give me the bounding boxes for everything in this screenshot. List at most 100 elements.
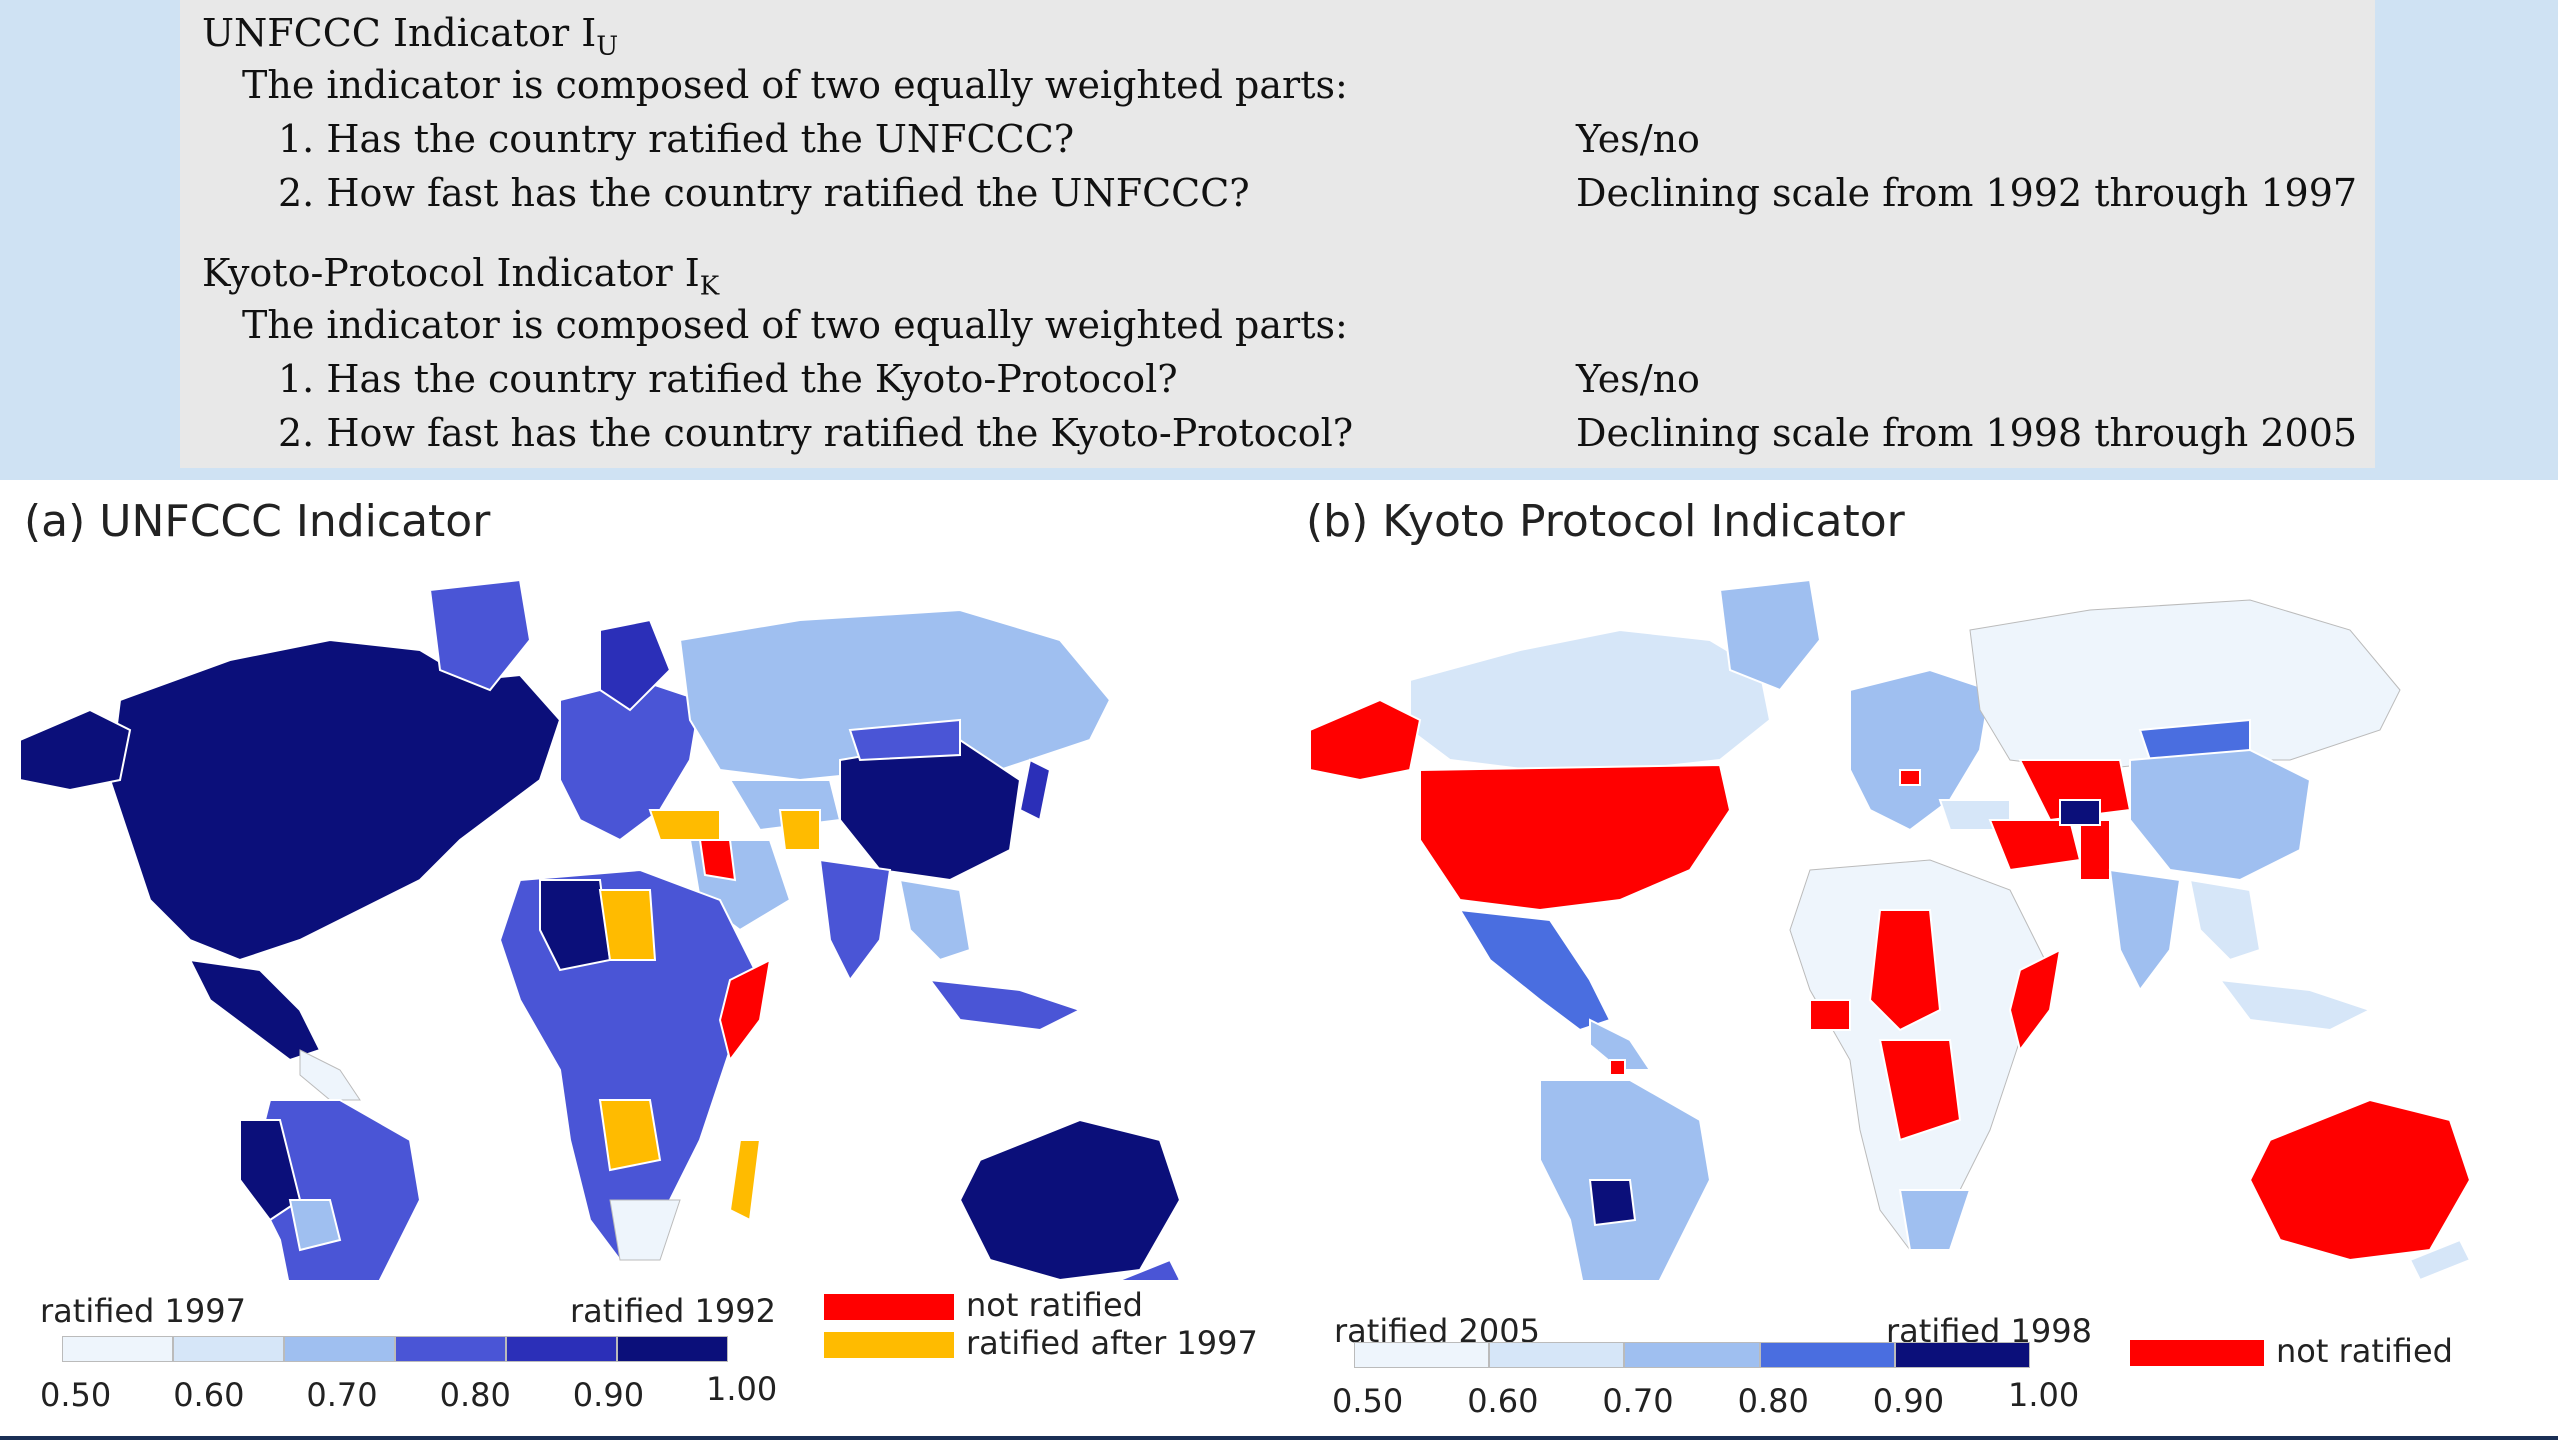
map-afghanistan xyxy=(2079,819,2111,881)
scale-tick-a-4: 0.90 xyxy=(572,1376,645,1414)
panel-a-legend-left: ratified 1997 xyxy=(40,1292,246,1330)
map-canada xyxy=(1409,628,1772,771)
map-australia xyxy=(958,1118,1182,1280)
scale-segment-a-1 xyxy=(173,1336,284,1362)
map-angola xyxy=(598,1099,662,1172)
unfccc-question-2: 2. How fast has the country ratified the… xyxy=(278,171,1250,215)
scale-tick-a-2: 0.70 xyxy=(306,1376,378,1414)
map-india xyxy=(2108,868,2182,992)
kyoto-world-map xyxy=(1309,580,2472,1280)
map-paraguay xyxy=(1588,1179,1637,1227)
scale-tick-a-1: 0.60 xyxy=(173,1376,245,1414)
map-china xyxy=(2129,748,2312,882)
map-alaska xyxy=(19,708,132,792)
unfccc-answer-2: Declining scale from 1992 through 1997 xyxy=(1576,171,2358,215)
map-india xyxy=(818,858,892,982)
panel-b-swatch-not-ratified xyxy=(2130,1340,2264,1366)
map-australia xyxy=(2248,1098,2472,1262)
map-central-america xyxy=(299,1049,361,1101)
scale-segment-a-3 xyxy=(395,1336,506,1362)
scale-segment-a-4 xyxy=(506,1336,617,1362)
map-usa xyxy=(1419,763,1732,912)
map-madagascar xyxy=(728,1139,762,1222)
map-russia xyxy=(1969,599,2401,771)
map-somalia xyxy=(718,958,772,1063)
unfccc-indicator-heading: UNFCCC Indicator IU xyxy=(202,11,619,62)
scale-tick-a-3: 0.80 xyxy=(439,1376,511,1414)
scale-segment-b-3 xyxy=(1759,1342,1895,1368)
scale-segment-a-5 xyxy=(617,1336,728,1362)
map-uzbekistan xyxy=(2059,799,2101,826)
indicator-definitions: UNFCCC Indicator IU The indicator is com… xyxy=(180,0,2375,468)
scale-tick-b-3: 0.80 xyxy=(1737,1382,1809,1420)
map-bolivia xyxy=(288,1199,342,1252)
map-indonesia xyxy=(2217,978,2373,1032)
map-new-zealand xyxy=(2408,1238,2472,1280)
map-southeast-asia xyxy=(2188,878,2262,962)
scale-tick-b-1: 0.60 xyxy=(1467,1382,1539,1420)
scale-tick-b-5: 1.00 xyxy=(2008,1376,2080,1414)
kyoto-answer-2: Declining scale from 1998 through 2005 xyxy=(1576,411,2358,455)
scale-tick-b-0: 0.50 xyxy=(1332,1382,1404,1420)
map-alaska xyxy=(1309,698,1422,782)
map-south-africa xyxy=(1898,1189,1972,1251)
panel-a-swatch-not-ratified xyxy=(824,1294,954,1320)
scale-segment-a-0 xyxy=(62,1336,173,1362)
map-turkey xyxy=(648,809,721,841)
map-greenland xyxy=(428,580,532,692)
figure-area: (a) UNFCCC Indicator xyxy=(0,480,2558,1440)
map-mexico xyxy=(1458,908,1612,1032)
map-southeast-asia xyxy=(898,878,972,962)
scale-tick-a-0: 0.50 xyxy=(40,1376,112,1414)
scale-segment-b-1 xyxy=(1489,1342,1625,1368)
map-central-america xyxy=(1589,1018,1652,1071)
scale-segment-b-2 xyxy=(1624,1342,1760,1368)
map-mexico xyxy=(188,958,322,1062)
map-algeria xyxy=(539,879,612,972)
map-russia xyxy=(678,608,1112,782)
panel-b-title: (b) Kyoto Protocol Indicator xyxy=(1306,496,1905,547)
map-indonesia xyxy=(927,978,1083,1032)
panel-a-title: (a) UNFCCC Indicator xyxy=(24,496,491,547)
kyoto-question-2: 2. How fast has the country ratified the… xyxy=(278,411,1354,455)
map-iran-iraq xyxy=(1988,819,2082,872)
map-china xyxy=(839,738,1022,882)
panel-a-label-not-ratified: not ratified xyxy=(966,1286,1143,1324)
map-greenland xyxy=(1718,580,1822,692)
panel-a-label-ratified-after-1997: ratified after 1997 xyxy=(966,1324,1258,1362)
map-central-africa xyxy=(1878,1039,1962,1142)
map-afghanistan xyxy=(778,809,821,851)
bottom-rule xyxy=(0,1436,2558,1440)
map-somalia xyxy=(2008,948,2062,1053)
map-west-africa xyxy=(1809,999,1851,1031)
map-peru xyxy=(239,1119,302,1222)
unfccc-answer-1: Yes/no xyxy=(1576,117,1700,161)
kyoto-answer-1: Yes/no xyxy=(1576,357,1700,401)
panel-a-swatch-ratified-after-1997 xyxy=(824,1332,954,1358)
panel-b-label-not-ratified: not ratified xyxy=(2276,1332,2453,1370)
map-chad-sudan xyxy=(1868,909,1942,1032)
unfccc-question-1: 1. Has the country ratified the UNFCCC? xyxy=(278,117,1075,161)
map-mongolia xyxy=(848,718,961,762)
panel-a-legend-right: ratified 1992 xyxy=(570,1292,776,1330)
scale-segment-a-2 xyxy=(284,1336,395,1362)
kyoto-intro: The indicator is composed of two equally… xyxy=(242,303,1348,347)
scale-tick-b-4: 0.90 xyxy=(1872,1382,1945,1420)
scale-segment-b-4 xyxy=(1894,1342,2030,1368)
unfccc-world-map xyxy=(19,580,1182,1280)
map-croatia xyxy=(1899,769,1921,786)
kyoto-question-1: 1. Has the country ratified the Kyoto-Pr… xyxy=(278,357,1178,401)
map-scandinavia xyxy=(599,618,672,712)
scale-tick-b-2: 0.70 xyxy=(1602,1382,1674,1420)
scale-tick-a-5: 1.00 xyxy=(706,1370,778,1408)
unfccc-intro: The indicator is composed of two equally… xyxy=(242,63,1348,107)
map-canada-usa xyxy=(108,638,562,962)
map-suriname xyxy=(1609,1059,1626,1076)
map-libya xyxy=(598,889,657,961)
map-new-zealand xyxy=(1118,1258,1182,1280)
scale-segment-b-0 xyxy=(1354,1342,1490,1368)
map-iraq xyxy=(698,839,737,882)
map-south-africa xyxy=(609,1199,681,1261)
kyoto-indicator-heading: Kyoto-Protocol Indicator IK xyxy=(202,251,720,302)
map-japan xyxy=(1018,758,1052,822)
